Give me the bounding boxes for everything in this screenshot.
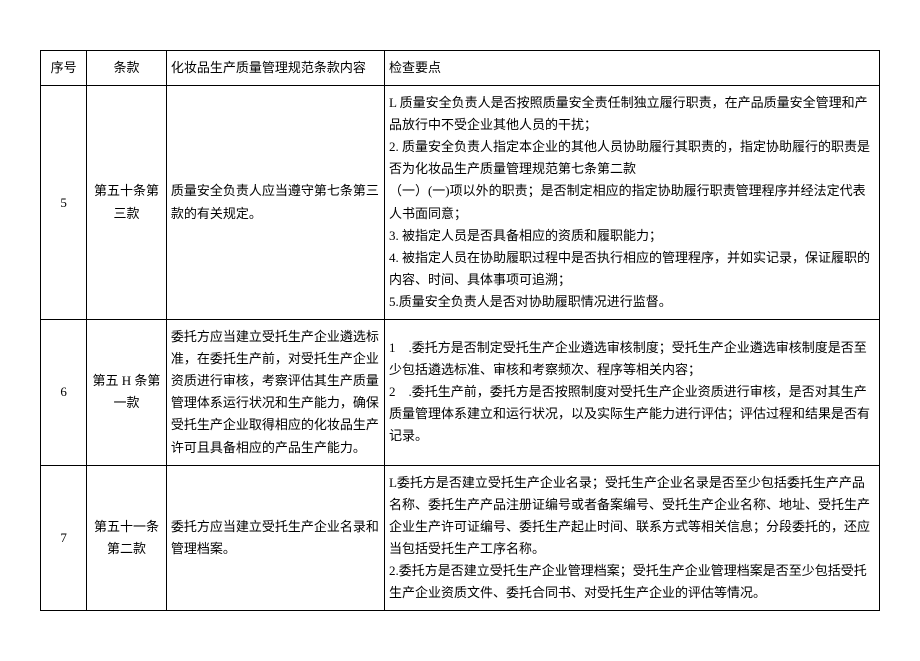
table-row: 6 第五 H 条第一款 委托方应当建立受托生产企业遴选标准，在委托生产前，对受托… bbox=[41, 320, 880, 466]
cell-points: 1 .委托方是否制定受托生产企业遴选审核制度；受托生产企业遴选审核制度是否至少包… bbox=[384, 320, 879, 466]
cell-content: 委托方应当建立受托生产企业名录和管理档案。 bbox=[166, 465, 384, 611]
cell-content: 质量安全负责人应当遵守第七条第三款的有关规定。 bbox=[166, 86, 384, 320]
header-clause: 条款 bbox=[87, 51, 167, 86]
header-seq: 序号 bbox=[41, 51, 87, 86]
table-header-row: 序号 条款 化妆品生产质量管理规范条款内容 检查要点 bbox=[41, 51, 880, 86]
cell-clause: 第五 H 条第一款 bbox=[87, 320, 167, 466]
cell-seq: 7 bbox=[41, 465, 87, 611]
cell-seq: 5 bbox=[41, 86, 87, 320]
cell-seq: 6 bbox=[41, 320, 87, 466]
table-row: 5 第五十条第三款 质量安全负责人应当遵守第七条第三款的有关规定。 L 质量安全… bbox=[41, 86, 880, 320]
cell-clause: 第五十条第三款 bbox=[87, 86, 167, 320]
header-content: 化妆品生产质量管理规范条款内容 bbox=[166, 51, 384, 86]
table-row: 7 第五十一条第二款 委托方应当建立受托生产企业名录和管理档案。 L委托方是否建… bbox=[41, 465, 880, 611]
regulation-table: 序号 条款 化妆品生产质量管理规范条款内容 检查要点 5 第五十条第三款 质量安… bbox=[40, 50, 880, 611]
cell-content: 委托方应当建立受托生产企业遴选标准，在委托生产前，对受托生产企业资质进行审核，考… bbox=[166, 320, 384, 466]
header-points: 检查要点 bbox=[384, 51, 879, 86]
cell-points: L委托方是否建立受托生产企业名录；受托生产企业名录是否至少包括委托生产产品名称、… bbox=[384, 465, 879, 611]
cell-clause: 第五十一条第二款 bbox=[87, 465, 167, 611]
cell-points: L 质量安全负责人是否按照质量安全责任制独立履行职责，在产品质量安全管理和产品放… bbox=[384, 86, 879, 320]
